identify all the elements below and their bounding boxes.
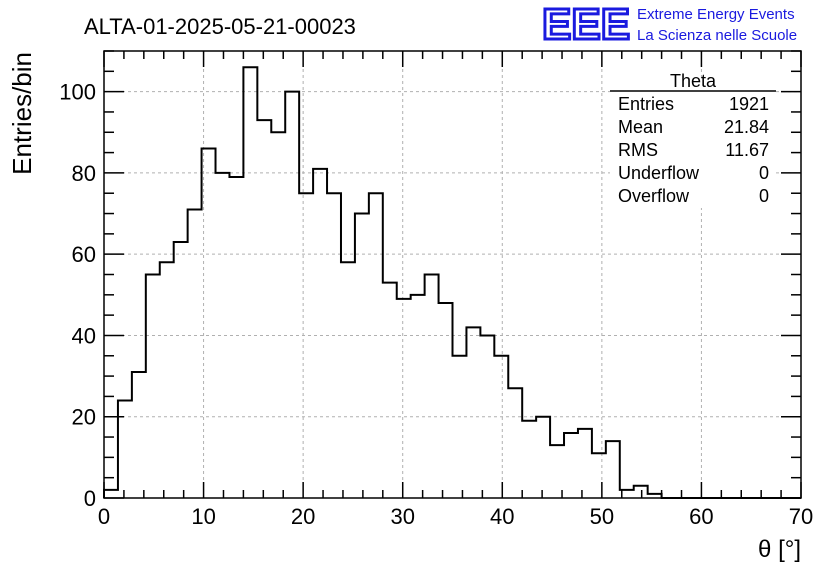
x-tick-label: 50	[590, 504, 614, 529]
histogram-bin	[355, 214, 369, 498]
histogram-bin	[411, 295, 425, 498]
histogram-bin	[327, 193, 341, 498]
histogram-bin	[564, 433, 578, 498]
stats-row-value: 21.84	[724, 117, 769, 137]
y-tick-label: 100	[59, 80, 96, 105]
stats-row-label: Entries	[618, 94, 674, 114]
stats-box-background	[610, 78, 776, 208]
x-tick-label: 0	[98, 504, 110, 529]
histogram-bin	[606, 441, 620, 498]
histogram-bin	[216, 173, 230, 498]
histogram-bin	[508, 388, 522, 498]
x-tick-labels: 0 10 20 30 40 50 60 70	[98, 504, 813, 529]
histogram-bin	[341, 262, 355, 498]
stats-row-value: 0	[759, 163, 769, 183]
stats-row: Overflow 0	[618, 186, 769, 206]
histogram-bin	[104, 490, 118, 498]
histogram-bin	[425, 275, 439, 499]
histogram-bin	[299, 193, 313, 498]
x-tick-label: 20	[291, 504, 315, 529]
histogram-bin	[313, 169, 327, 498]
y-tick-label: 0	[84, 486, 96, 511]
histogram-bin	[285, 92, 299, 498]
stats-row-value: 0	[759, 186, 769, 206]
stats-row-value: 11.67	[725, 140, 769, 160]
x-tick-label: 30	[390, 504, 414, 529]
histogram-bin	[397, 299, 411, 498]
eee-logo-text: EEE	[542, 0, 630, 49]
histogram-bin	[174, 242, 188, 498]
y-tick-label: 20	[72, 405, 96, 430]
y-axis-label: Entries/bin	[7, 52, 37, 175]
histogram-bin	[634, 486, 648, 498]
stats-row-label: Overflow	[618, 186, 690, 206]
histogram-bin	[202, 149, 216, 498]
stats-row: Entries 1921	[618, 94, 769, 114]
stats-box: Theta Entries 1921 Mean 21.84 RMS 11.67 Underf…	[610, 71, 776, 208]
histogram-bin	[466, 327, 480, 498]
histogram-bin	[439, 303, 453, 498]
stats-box-title: Theta	[670, 71, 717, 91]
histogram-bin	[146, 275, 160, 499]
x-axis-label: θ [°]	[758, 536, 801, 563]
histogram-bin	[271, 132, 285, 498]
x-tick-label: 60	[689, 504, 713, 529]
logo-line1: Extreme Energy Events	[637, 6, 795, 23]
axis-ticks	[103, 50, 802, 499]
stats-row-value: 1921	[729, 94, 769, 114]
histogram-bin	[494, 356, 508, 498]
histogram-bin	[536, 417, 550, 498]
histogram-bin	[160, 262, 174, 498]
x-tick-label: 70	[789, 504, 813, 529]
histogram-bars	[103, 66, 801, 499]
histogram-bin	[522, 421, 536, 498]
run-title: ALTA-01-2025-05-21-00023	[84, 14, 356, 39]
stats-row: Underflow 0	[618, 163, 769, 183]
stats-row-label: Underflow	[618, 163, 700, 183]
stats-row-label: Mean	[618, 117, 663, 137]
histogram-bin	[118, 400, 132, 498]
histogram-bin	[592, 453, 606, 498]
stats-row-label: RMS	[618, 140, 658, 160]
histogram-bin	[229, 177, 243, 498]
histogram-bin	[383, 283, 397, 498]
y-tick-label: 60	[72, 242, 96, 267]
histogram-bin	[243, 67, 257, 498]
eee-logo: EEE Extreme Energy Events La Scienza nel…	[541, 0, 798, 51]
histogram-bin	[480, 335, 494, 498]
histogram-bin	[453, 356, 467, 498]
histogram-bin	[188, 209, 202, 498]
y-tick-label: 40	[72, 323, 96, 348]
histogram-bin	[132, 372, 146, 498]
logo-line2: La Scienza nelle Scuole	[637, 27, 797, 44]
stats-row: Mean 21.84	[618, 117, 769, 137]
histogram-bin	[257, 120, 271, 498]
histogram-outline	[103, 66, 801, 499]
x-tick-label: 40	[490, 504, 514, 529]
y-tick-labels: 0 20 40 60 80 100	[59, 80, 96, 511]
histogram-bin	[369, 193, 383, 498]
y-tick-label: 80	[72, 161, 96, 186]
histogram-bin	[578, 429, 592, 498]
stats-row: RMS 11.67	[618, 140, 769, 160]
x-tick-label: 10	[191, 504, 215, 529]
